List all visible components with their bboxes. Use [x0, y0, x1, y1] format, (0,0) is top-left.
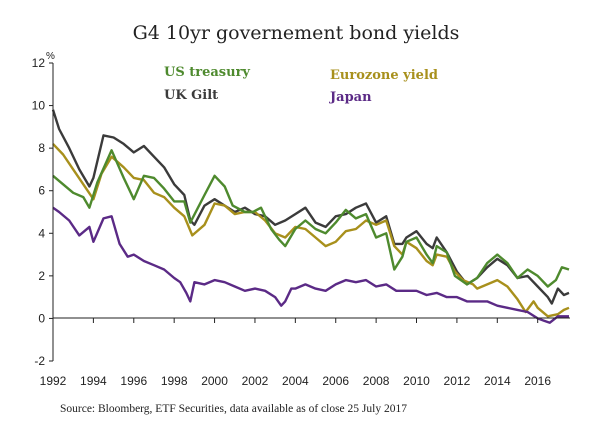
y-axis-unit: %: [46, 51, 55, 62]
chart-title: G4 10yr governement bond yields: [133, 22, 460, 44]
x-tick-label: 2010: [403, 374, 430, 388]
y-tick-label: 8: [38, 141, 45, 155]
x-tick-label: 1992: [40, 374, 67, 388]
y-tick-label: 2: [38, 269, 45, 283]
x-tick-label: 1994: [80, 374, 107, 388]
y-tick-label: 10: [32, 99, 46, 113]
x-tick-label: 2006: [322, 374, 349, 388]
legend: US treasury UK Gilt Eurozone yield Japan: [164, 65, 438, 105]
x-tick-label: 2014: [484, 374, 511, 388]
x-tick-label: 2012: [444, 374, 471, 388]
y-tick-label: -2: [34, 354, 45, 368]
y-tick-label: 0: [38, 311, 45, 325]
x-tick-label: 1998: [161, 374, 188, 388]
y-ticks: 12 10 8 6 4 2 0 -2: [32, 56, 53, 368]
y-tick-label: 12: [32, 56, 46, 70]
x-tick-label: 2008: [363, 374, 390, 388]
x-tick-label: 2016: [524, 374, 551, 388]
series-line-uk-gilt: [51, 109, 570, 305]
x-tick-label: 2000: [201, 374, 228, 388]
legend-uk-gilt: UK Gilt: [164, 88, 218, 103]
legend-us-treasury: US treasury: [164, 65, 250, 80]
legend-japan: Japan: [329, 90, 372, 105]
x-ticks: 1992 1994 1996 1998 2000 2002 2004 2006 2008 2010…: [40, 318, 551, 388]
series-line-eurozone-yield: [52, 143, 570, 318]
y-tick-label: 6: [38, 184, 45, 198]
series-lines: [51, 109, 570, 324]
series-line-japan: [52, 206, 569, 324]
x-tick-label: 1996: [120, 374, 147, 388]
y-tick-label: 4: [38, 226, 45, 240]
legend-eurozone-yield: Eurozone yield: [330, 68, 438, 83]
x-tick-label: 2002: [242, 374, 269, 388]
axes: [52, 63, 570, 361]
source-note: Source: Bloomberg, ETF Securities, data …: [60, 403, 407, 415]
series-line-us-treasury: [52, 149, 570, 288]
x-tick-label: 2004: [282, 374, 309, 388]
